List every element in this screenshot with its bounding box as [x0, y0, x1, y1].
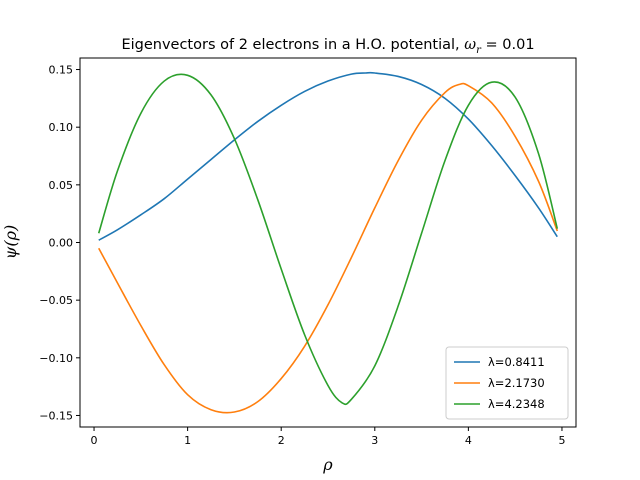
y-axis-ticks: −0.15 −0.10 −0.05 0.00 0.05 0.10 0.15: [39, 64, 80, 422]
series-layer: [97, 71, 559, 414]
y-tick-label: 0.10: [49, 121, 74, 134]
chart-title: Eigenvectors of 2 electrons in a H.O. po…: [121, 37, 534, 56]
x-axis-label: ρ: [322, 455, 333, 474]
y-tick-label: −0.05: [39, 294, 73, 307]
legend-label-2: λ=2.1730: [488, 376, 545, 390]
series-line-3: [97, 73, 559, 406]
x-tick-label: 2: [278, 434, 285, 447]
x-axis-ticks: 0 1 2 3 4 5: [91, 427, 565, 447]
x-tick-label: 5: [558, 434, 565, 447]
x-tick-label: 0: [91, 434, 98, 447]
y-tick-label: 0.00: [49, 237, 74, 250]
y-axis-label: ψ(ρ): [1, 225, 20, 259]
series-line-2: [98, 82, 559, 414]
x-tick-label: 1: [184, 434, 191, 447]
legend: λ=0.8411 λ=2.1730 λ=4.2348: [445, 346, 569, 420]
series-line-1: [98, 71, 558, 241]
y-tick-label: 0.15: [49, 64, 74, 77]
legend-label-1: λ=0.8411: [488, 355, 545, 369]
x-tick-label: 4: [465, 434, 472, 447]
y-tick-label: 0.05: [49, 179, 74, 192]
legend-box: [445, 346, 569, 420]
legend-label-3: λ=4.2348: [488, 397, 545, 411]
x-tick-label: 3: [371, 434, 378, 447]
y-tick-label: −0.15: [39, 409, 73, 422]
y-tick-label: −0.10: [39, 352, 73, 365]
